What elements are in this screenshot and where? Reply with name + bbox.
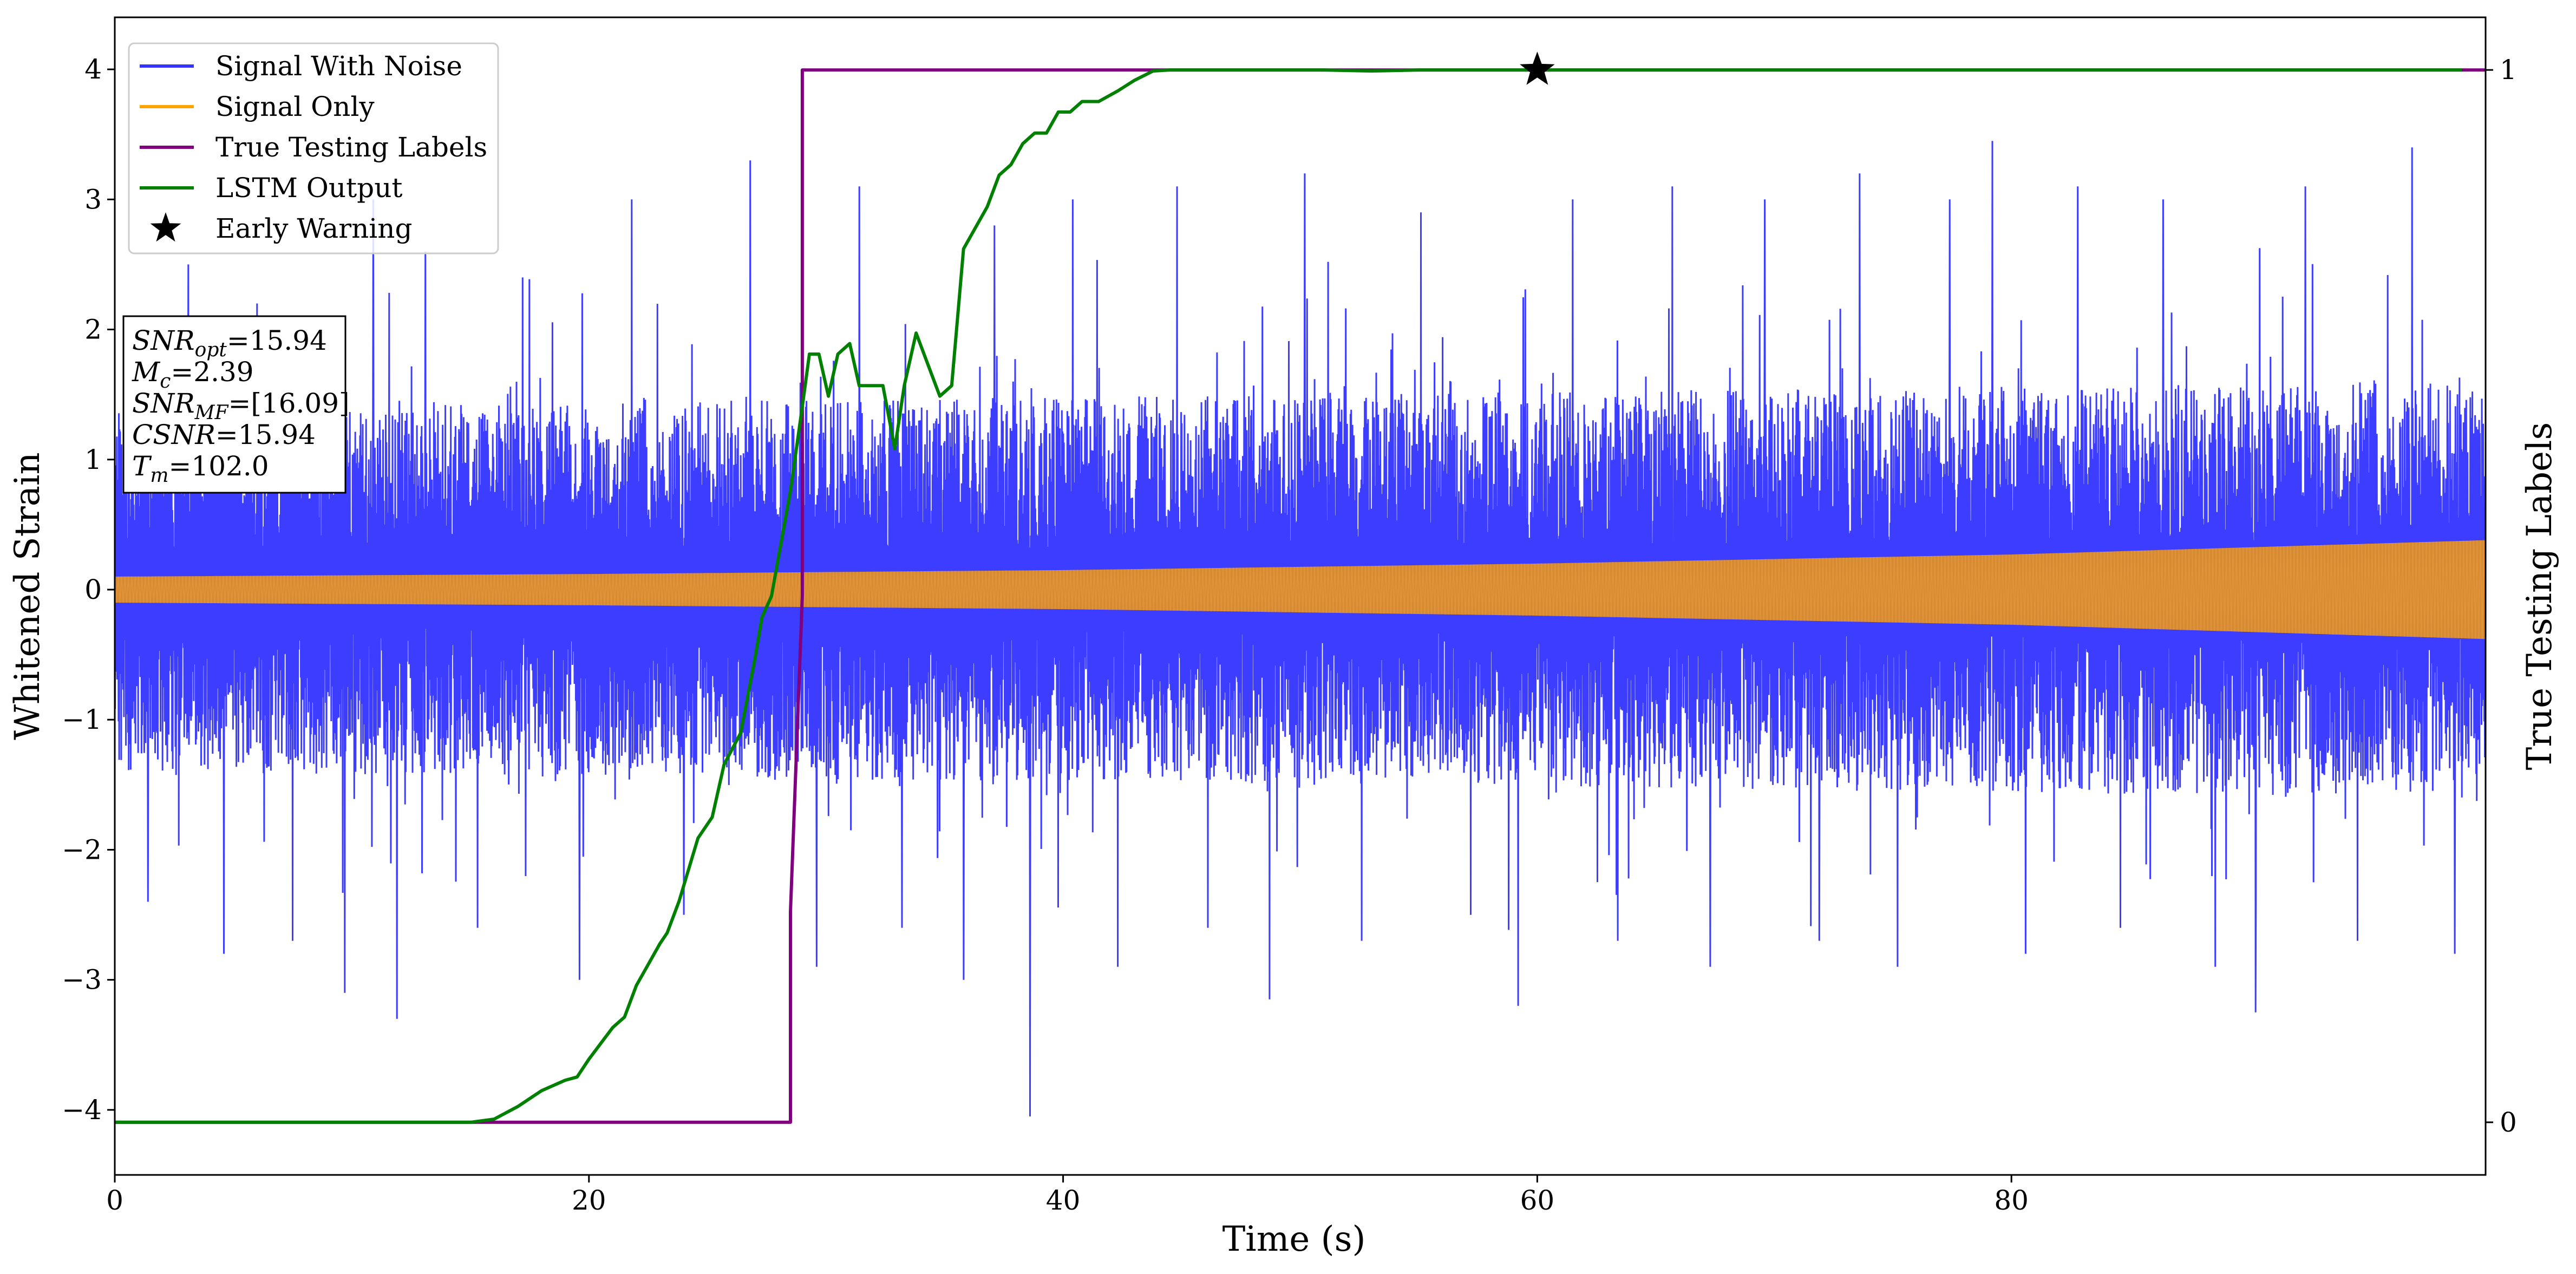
y-tick-label: 0: [84, 574, 102, 605]
y-tick-label: 1: [84, 444, 102, 475]
y-tick-label: 2: [84, 314, 102, 345]
y-axis-title: Whitened Strain: [8, 452, 48, 740]
legend-label: Signal Only: [215, 91, 375, 122]
y-tick-label: 3: [84, 184, 102, 215]
legend-entry: Signal With Noise: [140, 50, 462, 82]
annotation-line: CSNR=15.94: [132, 419, 316, 450]
y2-tick-label: 0: [2500, 1107, 2517, 1138]
y-tick-label: −2: [62, 834, 102, 865]
x-tick-label: 20: [572, 1185, 606, 1216]
early-warning-marker: [1520, 51, 1555, 85]
legend-box: [128, 42, 499, 254]
true-testing-labels-line: [115, 68, 2486, 1124]
signal-only-line: [115, 540, 2486, 639]
legend-label: Early Warning: [215, 213, 413, 244]
x-tick-label: 40: [1046, 1185, 1081, 1216]
lstm-output-line: [115, 68, 2462, 1124]
annotation-line: SNRopt=15.94: [132, 325, 327, 361]
annotation-line: Tm=102.0: [132, 450, 269, 487]
y-tick-label: 4: [84, 54, 102, 85]
y-axis-left: −4 −3 −2 −1 0 1 2 3 4: [62, 54, 115, 1126]
annotation-line: SNRMF=[16.09]: [132, 388, 350, 424]
plot-frame: [114, 16, 2487, 1176]
legend-label: LSTM Output: [215, 172, 402, 204]
legend: Signal With Noise Signal Only True Testing…: [128, 42, 499, 254]
parameter-annotation: SNRopt=15.94Mc=2.39SNRMF=[16.09]CSNR=15.…: [122, 315, 350, 494]
signal-only-series: [115, 540, 2486, 639]
plot-area: [115, 68, 2486, 1124]
early-warning-series: [1520, 51, 1555, 85]
y2-axis-title: True Testing Labels: [2520, 422, 2560, 770]
legend-label: True Testing Labels: [215, 132, 487, 163]
x-axis-title: Time (s): [1222, 1219, 1366, 1259]
legend-swatch-star: [150, 212, 181, 242]
legend-entry: LSTM Output: [140, 172, 402, 204]
x-tick-label: 60: [1520, 1185, 1555, 1216]
legend-entry: Signal Only: [140, 91, 375, 122]
annotation-line: Mc=2.39: [132, 356, 254, 393]
legend-label: Signal With Noise: [215, 50, 462, 82]
legend-entry: True Testing Labels: [140, 132, 487, 163]
x-tick-label: 80: [1994, 1185, 2029, 1216]
x-tick-label: 0: [106, 1185, 123, 1216]
true-testing-labels-series: [115, 68, 2486, 1124]
annotation-box: [122, 315, 346, 494]
y-tick-label: −1: [62, 704, 102, 735]
y2-tick-label: 1: [2500, 54, 2517, 86]
lstm-output-series: [115, 68, 2462, 1124]
y-axis-right: 01: [2486, 54, 2517, 1138]
y-tick-label: −4: [62, 1094, 102, 1126]
y-tick-label: −3: [62, 964, 102, 996]
legend-entry: Early Warning: [150, 212, 413, 244]
x-axis: 0 20 40 60 80: [106, 1175, 2029, 1216]
